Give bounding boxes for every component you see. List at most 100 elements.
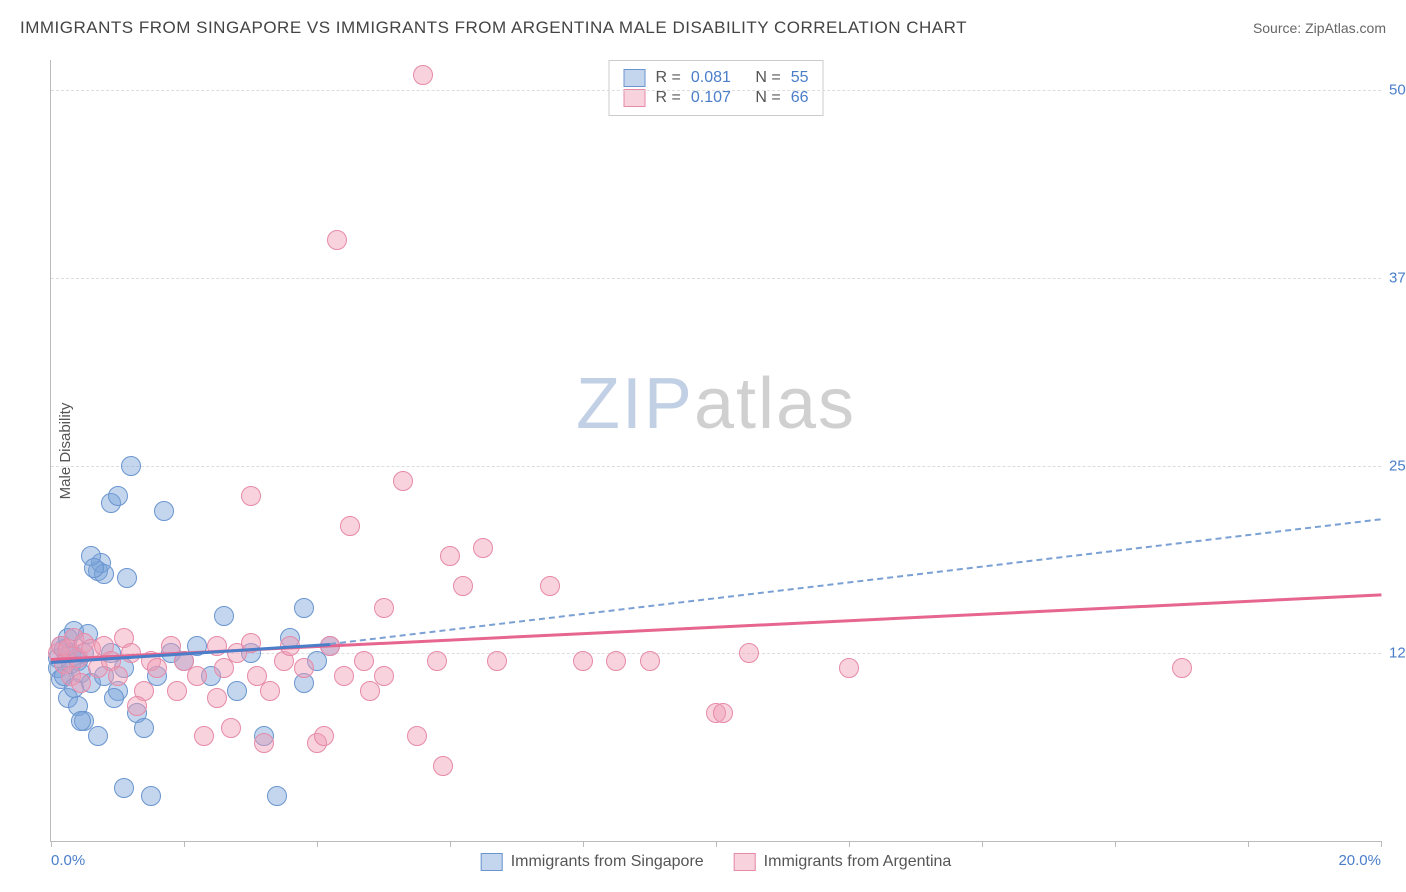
legend-n-label-1: N =: [755, 89, 780, 107]
y-tick-label: 50.0%: [1389, 82, 1406, 99]
chart-title: IMMIGRANTS FROM SINGAPORE VS IMMIGRANTS …: [20, 18, 967, 38]
legend-n-value-0: 55: [791, 69, 809, 87]
gridline: [51, 466, 1381, 467]
plot-container: ZIPatlas Male Disability R = 0.081 N = 5…: [50, 60, 1381, 842]
legend-swatch-argentina: [624, 89, 646, 107]
x-tick-mark: [450, 841, 451, 847]
scatter-point-argentina: [1172, 658, 1192, 678]
x-tick-mark: [317, 841, 318, 847]
legend-r-label-1: R =: [656, 89, 681, 107]
legend-n-label-0: N =: [755, 69, 780, 87]
scatter-point-argentina: [187, 666, 207, 686]
legend-row-argentina: R = 0.107 N = 66: [624, 89, 809, 107]
scatter-point-singapore: [88, 726, 108, 746]
scatter-point-argentina: [606, 651, 626, 671]
scatter-point-singapore: [141, 786, 161, 806]
scatter-point-singapore: [84, 558, 104, 578]
scatter-point-singapore: [294, 598, 314, 618]
series-name-0: Immigrants from Singapore: [511, 853, 704, 871]
scatter-point-singapore: [214, 606, 234, 626]
scatter-point-argentina: [167, 681, 187, 701]
scatter-point-singapore: [104, 688, 124, 708]
gridline: [51, 90, 1381, 91]
x-axis-max-label: 20.0%: [1338, 852, 1381, 869]
y-axis-title: Male Disability: [57, 402, 74, 499]
scatter-point-argentina: [194, 726, 214, 746]
scatter-point-argentina: [340, 516, 360, 536]
scatter-point-argentina: [71, 673, 91, 693]
scatter-point-argentina: [393, 471, 413, 491]
scatter-point-argentina: [314, 726, 334, 746]
scatter-point-argentina: [108, 666, 128, 686]
watermark-zip: ZIP: [576, 364, 694, 444]
watermark-atlas: atlas: [694, 364, 856, 444]
scatter-point-singapore: [267, 786, 287, 806]
plot-area: ZIPatlas Male Disability R = 0.081 N = 5…: [50, 60, 1381, 842]
x-tick-mark: [982, 841, 983, 847]
x-tick-mark: [1381, 841, 1382, 847]
scatter-point-argentina: [640, 651, 660, 671]
series-legend-argentina: Immigrants from Argentina: [734, 853, 952, 871]
legend-row-singapore: R = 0.081 N = 55: [624, 69, 809, 87]
scatter-point-argentina: [327, 230, 347, 250]
x-axis-min-label: 0.0%: [51, 852, 85, 869]
x-tick-mark: [1248, 841, 1249, 847]
scatter-point-singapore: [108, 486, 128, 506]
scatter-point-singapore: [71, 711, 91, 731]
series-name-1: Immigrants from Argentina: [764, 853, 952, 871]
x-tick-mark: [583, 841, 584, 847]
scatter-point-argentina: [207, 688, 227, 708]
scatter-point-argentina: [413, 65, 433, 85]
scatter-point-argentina: [739, 643, 759, 663]
legend-r-value-0: 0.081: [691, 69, 731, 87]
series-swatch-singapore: [481, 853, 503, 871]
x-tick-mark: [849, 841, 850, 847]
series-swatch-argentina: [734, 853, 756, 871]
scatter-point-singapore: [134, 718, 154, 738]
scatter-point-singapore: [227, 681, 247, 701]
scatter-point-argentina: [713, 703, 733, 723]
scatter-point-argentina: [453, 576, 473, 596]
scatter-point-singapore: [121, 456, 141, 476]
scatter-point-argentina: [374, 666, 394, 686]
series-legend-singapore: Immigrants from Singapore: [481, 853, 704, 871]
scatter-point-singapore: [117, 568, 137, 588]
gridline: [51, 278, 1381, 279]
scatter-point-argentina: [241, 486, 261, 506]
trendline-singapore-extension: [330, 518, 1381, 645]
x-tick-mark: [1115, 841, 1116, 847]
legend-r-value-1: 0.107: [691, 89, 731, 107]
scatter-point-argentina: [374, 598, 394, 618]
scatter-point-argentina: [407, 726, 427, 746]
scatter-point-argentina: [433, 756, 453, 776]
series-legend: Immigrants from Singapore Immigrants fro…: [481, 853, 952, 871]
scatter-point-argentina: [473, 538, 493, 558]
correlation-legend: R = 0.081 N = 55 R = 0.107 N = 66: [609, 60, 824, 116]
scatter-point-argentina: [260, 681, 280, 701]
x-tick-mark: [184, 841, 185, 847]
scatter-point-argentina: [334, 666, 354, 686]
legend-n-value-1: 66: [791, 89, 809, 107]
scatter-point-argentina: [254, 733, 274, 753]
scatter-point-argentina: [540, 576, 560, 596]
legend-r-label-0: R =: [656, 69, 681, 87]
scatter-point-argentina: [487, 651, 507, 671]
watermark: ZIPatlas: [576, 363, 856, 445]
y-tick-label: 12.5%: [1389, 645, 1406, 662]
scatter-point-argentina: [573, 651, 593, 671]
scatter-point-argentina: [147, 658, 167, 678]
scatter-point-argentina: [839, 658, 859, 678]
scatter-point-argentina: [221, 718, 241, 738]
legend-swatch-singapore: [624, 69, 646, 87]
y-tick-label: 25.0%: [1389, 457, 1406, 474]
scatter-point-argentina: [427, 651, 447, 671]
scatter-point-argentina: [294, 658, 314, 678]
scatter-point-argentina: [440, 546, 460, 566]
y-tick-label: 37.5%: [1389, 269, 1406, 286]
scatter-point-argentina: [354, 651, 374, 671]
scatter-point-singapore: [114, 778, 134, 798]
x-tick-mark: [51, 841, 52, 847]
chart-source: Source: ZipAtlas.com: [1253, 20, 1386, 36]
scatter-point-singapore: [154, 501, 174, 521]
scatter-point-argentina: [127, 696, 147, 716]
